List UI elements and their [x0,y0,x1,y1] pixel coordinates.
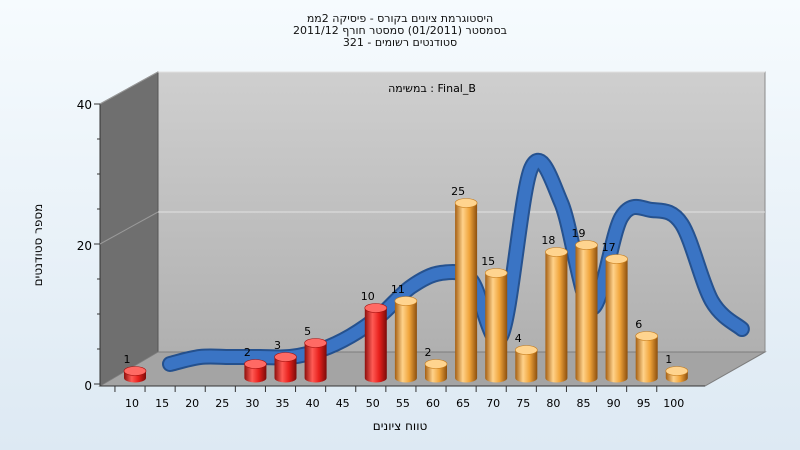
bar-value-label: 4 [515,332,522,345]
x-tick-label: 30 [245,397,259,410]
bar-body [545,252,568,383]
bar-value-label: 15 [481,255,495,268]
bar-body [244,364,267,383]
bar-top [605,254,628,264]
x-tick-label: 15 [155,397,169,410]
bar: 18 [541,234,568,383]
x-tick-label: 20 [185,397,199,410]
bar-top [545,247,568,257]
bar: 25 [451,185,478,383]
bar-top [514,345,538,355]
bar-value-label: 10 [361,290,375,303]
chart-side-wall [99,71,159,387]
bar-value-label: 6 [635,318,642,331]
y-tick-label: 40 [77,98,92,112]
bar-value-label: 25 [451,185,465,198]
bar-top [484,268,508,278]
x-axis-tick-labels: 10 15 20 25 30 35 40 45 50 55 60 65 70 75 80 85 90 95 100 [114,386,684,410]
x-tick-label: 55 [396,397,410,410]
bar-value-label: 3 [274,339,281,352]
bars-group: 1 2 3 5 10 11 2 25 15 4 18 19 17 6 1 [124,185,689,383]
x-tick-label: 70 [486,397,500,410]
bar-body [425,364,447,383]
bar: 19 [572,227,598,383]
bar: 1 [124,353,147,383]
bar-body [304,343,327,383]
bar-body [364,308,387,383]
bar-top [424,359,448,369]
bar-body [635,336,658,383]
bar-value-label: 17 [602,241,616,254]
annotation-label: במשימה : Final_B [388,82,476,95]
x-tick-label: 25 [215,397,229,410]
y-tick-label: 20 [77,239,92,253]
x-tick-label: 100 [663,397,684,410]
bar-value-label: 19 [572,227,586,240]
bar: 4 [515,332,538,383]
x-tick-label: 35 [276,397,290,410]
y-axis-ticks [94,103,100,385]
bar-top [244,359,267,369]
x-tick-label: 80 [546,397,560,410]
chart-title-line-2: בסמסטר (01/2011) סמסטר חורף 2011/12 [293,24,507,37]
bar-top [304,338,327,348]
bar-body [515,350,538,383]
gridline-side [99,211,159,245]
bar: 1 [665,353,689,383]
x-tick-label: 60 [426,397,440,410]
bar-top [665,366,689,376]
bar: 6 [635,318,659,383]
y-axis-title: מספר סטודנטים [31,204,45,287]
bar-body [394,301,417,383]
x-tick-label: 90 [607,397,621,410]
bar-value-label: 1 [665,353,672,366]
bar-top [274,352,297,362]
bar-body [274,357,297,383]
bar-top [364,303,388,313]
bar: 5 [304,325,327,383]
gridline-side [99,71,159,105]
bar-top [575,240,598,250]
bar: 2 [244,346,267,383]
bar-value-label: 1 [124,353,131,366]
bar-value-label: 5 [304,325,311,338]
bar-top [123,366,147,376]
bar-body [485,273,508,383]
x-tick-label: 45 [336,397,350,410]
bar-value-label: 2 [425,346,432,359]
bar-top [394,296,418,306]
bar-value-label: 11 [391,283,405,296]
bar: 17 [602,241,628,383]
bar-top [635,331,659,341]
x-tick-label: 40 [306,397,320,410]
x-tick-label: 10 [125,397,139,410]
x-tick-label: 85 [577,397,591,410]
x-tick-label: 95 [637,397,651,410]
bar-body [605,259,628,383]
x-axis-title: טווח ציונים [373,419,428,433]
bar: 15 [481,255,508,383]
chart-title-line-3: 321 - סטודנטים רשומים [342,36,458,49]
bar: 2 [425,346,448,383]
x-tick-label: 50 [366,397,380,410]
bar-top [454,198,478,208]
chart-title-line-1: היסטוגרמת ציונים בקורס - פיסיקה 2ממ [306,12,494,25]
x-tick-label: 65 [456,397,470,410]
bar: 11 [391,283,418,383]
bar-value-label: 2 [244,346,251,359]
bar-body [575,245,598,383]
bar-value-label: 18 [541,234,555,247]
bar: 10 [361,290,388,383]
y-tick-label: 0 [84,379,92,393]
bar: 3 [274,339,297,383]
bar-body [455,203,478,383]
x-tick-label: 75 [516,397,530,410]
